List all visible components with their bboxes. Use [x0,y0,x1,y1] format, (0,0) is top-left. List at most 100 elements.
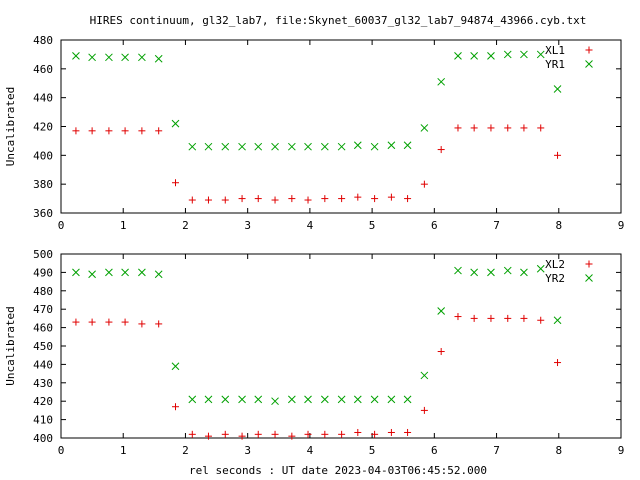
series-yr2 [72,264,562,406]
data-point [72,52,80,60]
data-point [138,53,146,62]
y-tick-label: 480 [33,285,53,298]
data-point [321,195,329,203]
data-point [437,77,446,86]
data-point [420,371,429,380]
x-tick-label: 4 [307,219,314,232]
data-point [371,430,379,438]
chart-panel-2: 0 1 2 3 4 5 6 7 8 9 400 410 420 430 440 450 460 470 480 490… [4,248,624,457]
data-point [454,52,462,60]
data-point [403,141,412,150]
data-point [520,314,528,322]
data-point [437,348,445,356]
data-point [254,430,262,438]
data-point [271,196,279,204]
data-point [304,142,312,151]
data-point [105,53,113,62]
data-point [353,395,362,404]
data-point [537,124,545,132]
legend-marker-xl2 [585,260,593,268]
x-tick-label: 8 [555,444,562,457]
data-point [470,314,478,322]
x-tick-label: 6 [431,444,438,457]
data-point [504,314,512,322]
data-point [138,320,146,328]
data-point [155,127,163,135]
data-point [420,124,429,132]
x-tick-label: 5 [369,444,376,457]
y-tick-label: 490 [33,266,53,279]
data-point [171,179,179,187]
data-point [338,430,346,438]
x-tick-label: 2 [182,219,189,232]
data-point [254,395,263,404]
data-point [171,119,180,128]
data-point [504,124,512,132]
data-point [221,142,230,151]
data-point [155,320,163,328]
data-point [88,270,96,279]
data-point [470,268,479,277]
x-tick-label: 3 [244,219,251,232]
data-point [287,395,296,404]
data-point [121,127,129,135]
data-point [72,318,80,326]
x-tick-label: 9 [618,219,625,232]
x-tick-label: 3 [244,444,251,457]
data-point [454,313,462,321]
data-point [188,395,197,404]
x-tick-label: 0 [58,444,65,457]
data-point [454,124,462,132]
y-tick-label: 410 [33,414,53,427]
legend-marker-yr1 [585,60,593,68]
data-point [536,264,545,273]
data-point [188,430,196,438]
legend-label-xl2: XL2 [545,258,565,271]
data-point [553,316,562,325]
chart-panels: 0 1 2 3 4 5 6 7 8 9360380400420440460480Uncalibra… [4,34,624,457]
chart-panel-1: 0 1 2 3 4 5 6 7 8 9 360 380 400 420 440 460 480 Uncalibra… [4,34,624,232]
legend-marker-yr2 [585,274,593,282]
data-point [72,268,80,277]
data-point [470,52,479,60]
data-point [121,268,129,277]
x-tick-label: 5 [369,219,376,232]
y-tick-label: 460 [33,322,53,335]
data-point [520,268,528,277]
data-point [105,127,113,135]
x-tick-label: 2 [182,444,189,457]
y-tick-label: 480 [33,34,53,47]
data-point [304,196,312,204]
x-tick-label: 4 [307,444,314,457]
data-point [536,50,545,59]
data-point [537,316,545,324]
data-point [72,127,80,135]
data-point [420,406,428,414]
data-point [221,395,230,404]
data-point [354,193,362,201]
y-tick-label: 430 [33,377,53,390]
series-xl1 [72,124,562,204]
data-point [337,395,346,404]
data-point [138,127,146,135]
data-point [121,53,129,62]
data-point [288,195,296,203]
data-point [121,318,129,326]
data-point [554,151,562,159]
plot-frame [60,39,622,214]
data-point [353,141,362,150]
y-tick-label: 380 [33,178,53,191]
x-tick-label: 0 [58,219,65,232]
x-tick-label: 7 [493,444,500,457]
data-point [487,124,495,132]
data-point [88,127,96,135]
x-tick-label: 6 [431,219,438,232]
x-tick-label: 7 [493,219,500,232]
x-tick-label: 9 [618,444,625,457]
data-point [105,268,113,277]
series-yr1 [72,50,562,151]
data-point [487,268,495,277]
data-point [354,428,362,436]
